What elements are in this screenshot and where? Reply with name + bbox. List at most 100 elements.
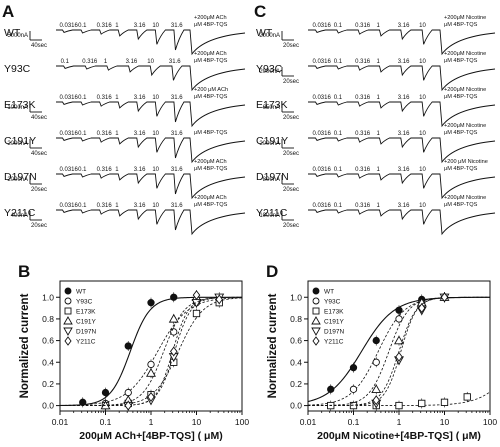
concentration-label: 1 — [376, 23, 380, 29]
concentration-label: 0.316 — [355, 203, 371, 209]
application-label: μM 4BP-TQS — [444, 202, 478, 208]
concentration-label: 0.316 — [355, 59, 371, 65]
scale-bar-current: 1000nA — [7, 105, 28, 111]
application-label: +200μM ACh — [194, 15, 227, 21]
current-trace — [308, 65, 496, 92]
legend-label: D197N — [324, 329, 345, 336]
data-point — [440, 292, 449, 303]
application-label: μM 4BP-TQS — [444, 94, 478, 100]
data-point — [64, 287, 72, 295]
data-point — [124, 400, 133, 411]
concentration-label: 1 — [104, 59, 108, 65]
row-label: C191Y — [4, 135, 36, 147]
concentration-label: 1 — [115, 203, 119, 209]
concentration-label: 0.1 — [334, 203, 343, 209]
data-point — [395, 351, 403, 362]
concentration-label: 0.0316 — [312, 95, 331, 101]
data-point — [349, 364, 358, 372]
application-label: μM 4BP-TQS — [444, 130, 478, 136]
concentration-label: 1 — [376, 131, 380, 137]
concentration-label: 3.16 — [398, 167, 410, 173]
data-point — [124, 342, 132, 350]
panel-letter: D — [266, 262, 278, 281]
data-point — [394, 335, 404, 345]
concentration-label: 3.16 — [134, 131, 146, 137]
data-point — [64, 297, 72, 305]
row-label: Y211C — [256, 207, 288, 219]
concentration-label: 1 — [115, 95, 119, 101]
x-tick-label: 100 — [483, 417, 497, 427]
scale-bar-current: 400nA — [11, 213, 28, 219]
application-label: +200 μM ACh — [194, 87, 228, 93]
concentration-label: 10 — [152, 203, 159, 209]
y-tick-label: 0.2 — [42, 379, 54, 389]
concentration-label: 3.16 — [134, 95, 146, 101]
concentration-label: 10 — [152, 167, 159, 173]
row-label: E173K — [256, 99, 288, 111]
data-point — [147, 391, 155, 402]
x-tick-label: 0.1 — [100, 417, 112, 427]
current-trace — [308, 29, 496, 56]
concentration-label: 0.1 — [78, 23, 87, 29]
data-point — [311, 327, 321, 336]
data-point — [64, 336, 72, 346]
panel-letter: C — [254, 2, 266, 21]
concentration-label: 10 — [152, 95, 159, 101]
y-tick-label: 0.4 — [42, 357, 54, 367]
concentration-label: 31.6 — [171, 203, 183, 209]
y-tick-label: 0.8 — [290, 314, 302, 324]
application-label: +200μM ACh — [194, 51, 227, 57]
data-point — [147, 360, 155, 369]
concentration-label: 0.0316 — [60, 95, 79, 101]
data-point — [64, 307, 72, 315]
legend-label: C191Y — [324, 319, 345, 326]
scale-bar-current: 2000nA — [7, 177, 28, 183]
application-label: μM 4BP-TQS — [194, 58, 228, 64]
data-point — [372, 395, 381, 406]
current-trace — [308, 137, 496, 164]
concentration-label: 0.1 — [334, 95, 343, 101]
application-label: μM 4BP-TQS — [444, 58, 478, 64]
concentration-label: 1 — [115, 167, 119, 173]
application-label: μM 4BP-TQS — [194, 202, 228, 208]
x-tick-label: 10 — [192, 417, 202, 427]
legend-label: WT — [76, 289, 86, 296]
application-label: μM 4BP-TQS — [444, 166, 478, 172]
data-point — [312, 287, 320, 295]
concentration-label: 0.1 — [78, 203, 87, 209]
row-label: Y211C — [4, 207, 36, 219]
legend-label: Y211C — [324, 339, 344, 346]
application-label: +200μM ACh — [194, 195, 227, 201]
y-tick-label: 0.0 — [290, 401, 302, 411]
data-point — [147, 299, 155, 307]
data-point — [417, 303, 426, 314]
current-trace — [56, 29, 246, 56]
current-trace — [56, 173, 246, 200]
concentration-label: 3.16 — [134, 203, 146, 209]
concentration-label: 0.0316 — [312, 131, 331, 137]
concentration-label: 1 — [115, 23, 119, 29]
data-point — [372, 336, 380, 345]
concentration-label: 0.1 — [334, 131, 343, 137]
x-tick-label: 1 — [149, 417, 154, 427]
y-tick-label: 1.0 — [42, 292, 54, 302]
scale-bar-time: 20sec — [283, 151, 299, 157]
concentration-label: 3.16 — [398, 23, 410, 29]
concentration-label: 10 — [419, 203, 426, 209]
current-trace — [308, 209, 496, 236]
row-label: WT — [256, 27, 273, 39]
application-label: +200μM ACh — [194, 159, 227, 165]
application-label: μM 4BP-TQS — [194, 166, 228, 172]
row-label: Y93C — [4, 63, 31, 75]
concentration-label: 0.316 — [355, 131, 371, 137]
data-point — [63, 316, 73, 325]
concentration-label: 0.0316 — [60, 167, 79, 173]
concentration-label: 10 — [152, 131, 159, 137]
scale-bar-current: 1000nA — [259, 213, 280, 219]
application-label: μM 4BP-TQS — [444, 22, 478, 28]
application-label: μM 4BP-TQS — [194, 94, 228, 100]
application-label: +200μM Nicotine — [444, 15, 486, 21]
concentration-label: 3.16 — [398, 59, 410, 65]
